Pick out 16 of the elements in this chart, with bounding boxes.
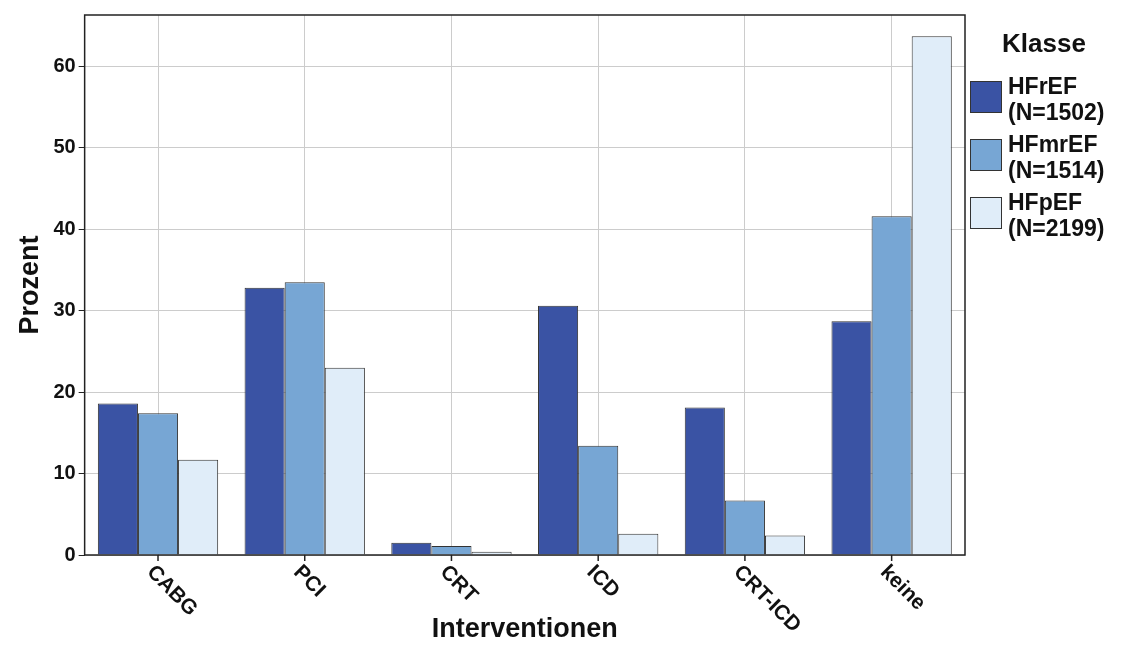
legend-label: HFrEF (N=1502) xyxy=(1008,73,1105,125)
x-axis-title: Interventionen xyxy=(431,613,618,644)
x-tick-label: PCI xyxy=(289,559,331,601)
y-tick-label: 40 xyxy=(53,216,76,239)
y-tick-label: 30 xyxy=(53,298,76,321)
y-tick-label: 50 xyxy=(53,135,76,158)
legend-label: HFpEF (N=2199) xyxy=(1008,189,1105,241)
x-tick-label: CRT xyxy=(436,559,484,607)
y-tick-label: 60 xyxy=(53,53,76,76)
x-tick-label: ICD xyxy=(583,559,626,602)
legend-title: Klasse xyxy=(1002,28,1087,59)
y-tick-label: 0 xyxy=(64,542,76,565)
y-tick-label: 20 xyxy=(53,379,76,402)
legend-label: HFmrEF (N=1514) xyxy=(1008,131,1105,183)
y-axis-title: Prozent xyxy=(13,235,44,335)
y-tick-label: 10 xyxy=(53,461,76,484)
